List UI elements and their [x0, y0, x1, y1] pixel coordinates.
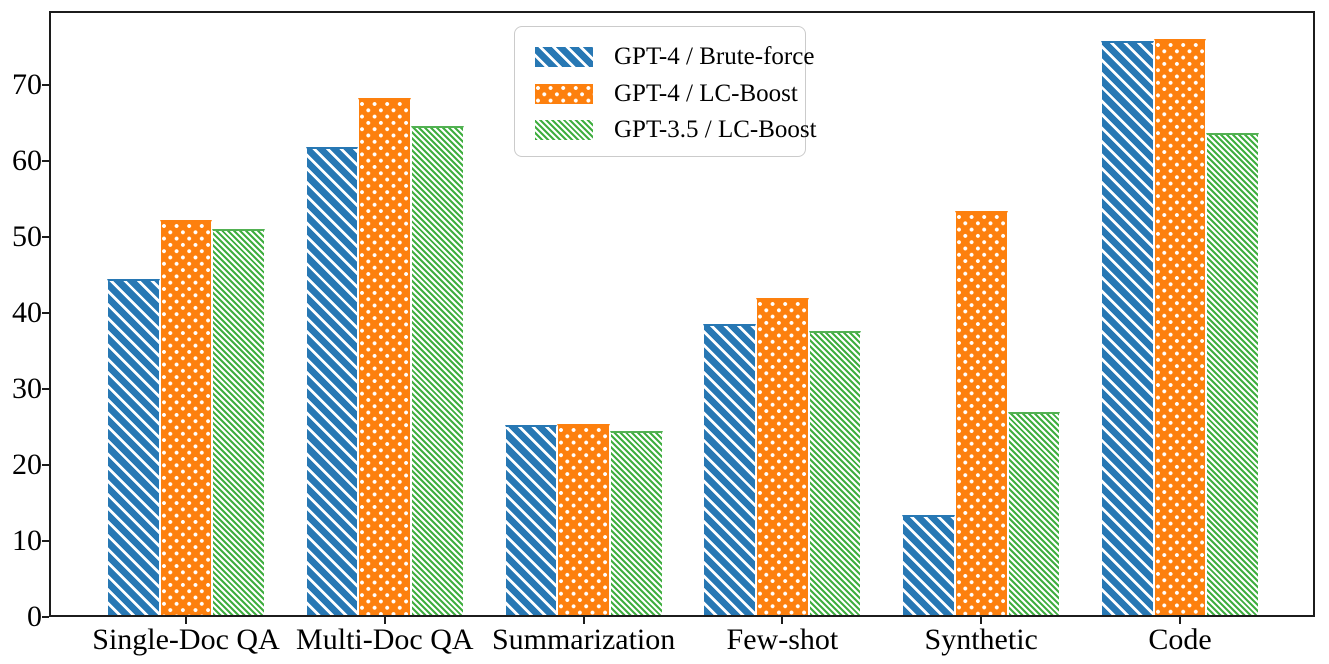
bar-group [902, 13, 1061, 615]
bar [756, 297, 809, 615]
bar [703, 323, 757, 615]
legend-swatch-white-diagonal-stripes [535, 47, 593, 68]
y-tick-mark [42, 83, 49, 86]
bar [954, 211, 1008, 615]
y-tick-label: 50 [12, 219, 42, 253]
y-tick-label: 60 [12, 143, 42, 177]
x-tick-mark [582, 617, 585, 624]
y-tick-mark [42, 539, 49, 542]
legend-label: GPT-4 / Brute-force [614, 43, 815, 71]
y-tick-label: 20 [12, 447, 42, 481]
plot-area [49, 11, 1315, 617]
bar [159, 219, 213, 615]
x-tick-mark [383, 617, 386, 624]
bar [358, 97, 412, 615]
bar [1101, 40, 1154, 615]
legend-swatch-white-dots [535, 83, 593, 104]
bar [609, 431, 663, 615]
y-tick-mark [42, 311, 49, 314]
y-tick-mark [42, 235, 49, 238]
bar [107, 278, 160, 615]
bar [1153, 39, 1207, 615]
x-tick-mark [1179, 617, 1181, 624]
legend-swatch-white-fine-diagonal-stripes [535, 120, 593, 141]
y-tick-label: 30 [12, 371, 42, 405]
y-tick-mark [42, 616, 49, 618]
bar [411, 126, 464, 615]
bar [557, 424, 610, 615]
y-tick-mark [42, 387, 49, 390]
bar [1206, 132, 1260, 615]
x-tick-mark [781, 617, 784, 624]
legend-item: GPT-4 / LC-Boost [535, 76, 805, 113]
bar-group [305, 13, 464, 615]
bar [504, 424, 558, 615]
y-tick-mark [42, 463, 49, 466]
bar-group [107, 13, 266, 615]
bar [808, 330, 862, 615]
bar [212, 228, 266, 615]
y-tick-label: 70 [12, 67, 42, 101]
x-tick-mark [980, 617, 983, 624]
x-category-label: Summarization [491, 623, 676, 656]
bar-group [703, 13, 862, 615]
bar [1007, 412, 1061, 615]
y-tick-label: 10 [12, 523, 42, 557]
legend-item: GPT-4 / Brute-force [535, 39, 814, 76]
bar-group [1101, 13, 1260, 615]
x-category-label: Code [1148, 623, 1212, 656]
y-tick-label: 0 [27, 600, 42, 633]
legend-item: GPT-3.5 / LC-Boost [535, 112, 817, 149]
x-category-label: Single-Doc QA [92, 623, 280, 656]
legend-label: GPT-4 / LC-Boost [614, 79, 798, 107]
bar-group [504, 13, 663, 615]
x-tick-mark [185, 617, 187, 624]
legend: GPT-4 / Brute-force GPT-4 / LC-Boost GPT-3… [514, 26, 817, 157]
legend-label: GPT-3.5 / LC-Boost [614, 116, 817, 144]
x-category-label: Few-shot [726, 623, 839, 656]
y-tick-label: 40 [12, 295, 42, 329]
bar [305, 147, 359, 615]
bar [902, 514, 955, 615]
x-category-label: Multi-Doc QA [296, 623, 474, 656]
x-category-label: Synthetic [924, 623, 1038, 656]
y-tick-mark [42, 159, 49, 162]
